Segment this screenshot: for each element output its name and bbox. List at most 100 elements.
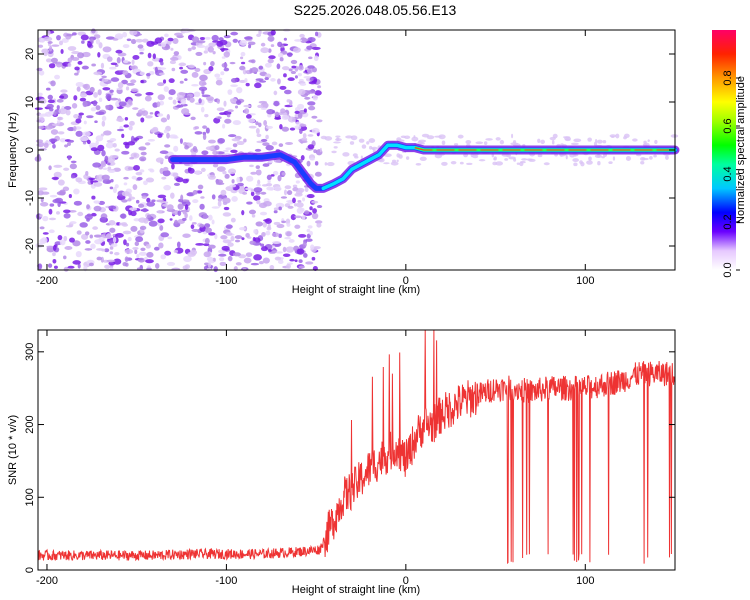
spectrogram-noise-blob	[278, 206, 282, 211]
spectrogram-noise-blob	[228, 134, 237, 138]
spectrogram-noise-blob	[120, 213, 127, 219]
spectrogram-noise-blob	[262, 221, 267, 228]
spectrogram-noise-blob	[223, 149, 229, 153]
spectrogram-noise-blob	[314, 90, 322, 96]
spectrogram-noise-blob	[274, 256, 281, 261]
spectrogram-noise-blob	[36, 119, 42, 123]
spectrogram-noise-blob	[182, 28, 191, 34]
spectrogram-noise-blob	[134, 249, 138, 255]
spectrogram-noise-blob	[57, 234, 63, 241]
spectrogram-noise-blob	[276, 63, 281, 70]
spectrogram-x-label: Height of straight line (km)	[292, 284, 420, 296]
spectrogram-noise-blob	[285, 246, 295, 253]
spectrogram-noise-blob	[127, 198, 132, 202]
spectrogram-noise-blob	[258, 30, 262, 35]
spectrogram-noise-blob	[157, 113, 164, 117]
spectrogram-noise-blob	[299, 123, 307, 127]
spectrogram-noise-blob	[77, 52, 85, 59]
spectrogram-noise-blob	[281, 66, 290, 71]
spectrogram-y-label: Frequency (Hz)	[7, 112, 19, 188]
spectrogram-noise-blob	[224, 173, 230, 179]
spectrogram-noise-blob	[310, 244, 315, 250]
spectrogram-noise-blob	[63, 167, 70, 171]
spectrogram-noise-blob	[315, 220, 323, 224]
spectrogram-noise-blob	[513, 158, 517, 162]
spectrogram-noise-blob	[654, 139, 658, 145]
spectrogram-noise-blob	[312, 94, 318, 101]
spectrogram-noise-blob	[204, 227, 212, 234]
spectrogram-noise-blob	[139, 71, 145, 76]
spectrogram-noise-blob	[206, 267, 212, 272]
spectrogram-noise-blob	[84, 214, 93, 220]
spectrogram-noise-blob	[123, 239, 127, 246]
spectrogram-noise-blob	[495, 137, 501, 141]
spectrogram-noise-blob	[223, 100, 227, 107]
spectrogram-noise-blob	[172, 136, 179, 139]
spectrogram-noise-blob	[53, 164, 63, 168]
spectrogram-noise-blob	[306, 194, 315, 199]
spectrogram-noise-blob	[77, 211, 84, 217]
spectrogram-noise-blob	[110, 179, 114, 183]
spectrogram-noise-blob	[138, 146, 147, 151]
spectrogram-noise-blob	[244, 78, 248, 83]
spectrogram-noise-blob	[156, 199, 165, 203]
spectrogram-noise-blob	[147, 52, 152, 59]
spectrogram-noise-blob	[157, 194, 167, 199]
spectrogram-noise-blob	[220, 189, 227, 196]
spectrogram-noise-blob	[308, 56, 313, 60]
spectrogram-noise-blob	[194, 126, 200, 130]
spectrogram-noise-blob	[286, 190, 293, 196]
spectrogram-noise-blob	[64, 105, 72, 110]
spectrogram-noise-blob	[309, 230, 313, 236]
spectrogram-noise-blob	[495, 161, 504, 166]
spectrogram-noise-blob	[184, 204, 189, 211]
spectrogram-noise-blob	[98, 42, 103, 49]
spectrogram-noise-blob	[56, 120, 61, 124]
spectrogram-noise-blob	[147, 61, 154, 67]
spectrogram-noise-blob	[273, 210, 278, 214]
spectrogram-noise-blob	[96, 256, 102, 261]
spectrogram-noise-blob	[92, 180, 99, 183]
spectrogram-noise-blob	[133, 164, 140, 171]
spectrogram-noise-blob	[311, 200, 319, 204]
spectrogram-noise-blob	[249, 164, 254, 168]
spectrogram-noise-blob	[79, 97, 87, 102]
spectrogram-noise-blob	[214, 233, 218, 240]
spectrogram-noise-blob	[485, 138, 493, 141]
spectrogram-noise-blob	[299, 207, 305, 212]
spectrogram-noise-blob	[70, 56, 80, 61]
spectrogram-noise-blob	[307, 134, 314, 137]
spectrogram-noise-blob	[580, 161, 585, 167]
spectrogram-noise-blob	[263, 219, 270, 222]
spectrogram-noise-blob	[294, 224, 301, 229]
spectrogram-noise-blob	[90, 107, 97, 112]
spectrogram-noise-blob	[256, 199, 261, 205]
spectrogram-noise-blob	[191, 221, 197, 225]
spectrogram-noise-blob	[143, 180, 148, 186]
spectrogram-noise-blob	[93, 205, 102, 212]
spectrogram-noise-blob	[127, 166, 135, 171]
spectrogram-noise-blob	[275, 251, 283, 254]
spectrogram-noise-blob	[192, 190, 198, 195]
colorbar-tick-label: 0.6	[722, 118, 734, 133]
snr-y-tick-label: 300	[24, 343, 36, 361]
spectrogram-noise-blob	[168, 89, 176, 96]
spectrogram-noise-blob	[292, 197, 296, 204]
spectrogram-noise-blob	[285, 263, 291, 269]
spectrogram-noise-blob	[309, 157, 315, 161]
spectrogram-noise-blob	[68, 193, 72, 199]
spectrogram-noise-blob	[67, 63, 72, 68]
spectrogram-noise-blob	[335, 138, 342, 142]
spectrogram-noise-blob	[252, 236, 256, 242]
spectrogram-noise-blob	[99, 216, 107, 223]
spectrogram-noise-blob	[85, 171, 89, 176]
spectrogram-noise-blob	[112, 236, 117, 243]
spectrogram-noise-blob	[206, 256, 214, 262]
spectrogram-noise-blob	[240, 56, 244, 60]
spectrogram-noise-blob	[130, 135, 135, 142]
spectrogram-noise-blob	[204, 237, 210, 245]
spectrogram-noise-blob	[113, 167, 121, 172]
spectrogram-noise-blob	[314, 161, 319, 166]
spectrogram-noise-blob	[147, 214, 152, 219]
spectrogram-noise-blob	[199, 223, 205, 228]
